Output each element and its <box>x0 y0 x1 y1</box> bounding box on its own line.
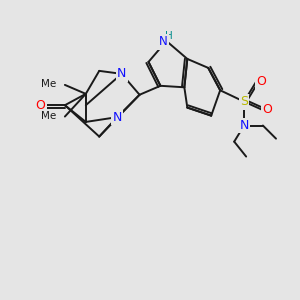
Text: O: O <box>256 75 266 88</box>
Text: Me: Me <box>41 79 56 89</box>
Text: O: O <box>35 99 45 112</box>
Text: N: N <box>158 35 167 48</box>
Text: N: N <box>239 119 249 132</box>
Text: Me: Me <box>41 111 56 121</box>
Text: S: S <box>240 95 248 108</box>
Text: N: N <box>112 111 122 124</box>
Text: O: O <box>262 103 272 116</box>
Text: H: H <box>165 31 172 40</box>
Text: N: N <box>117 68 126 80</box>
